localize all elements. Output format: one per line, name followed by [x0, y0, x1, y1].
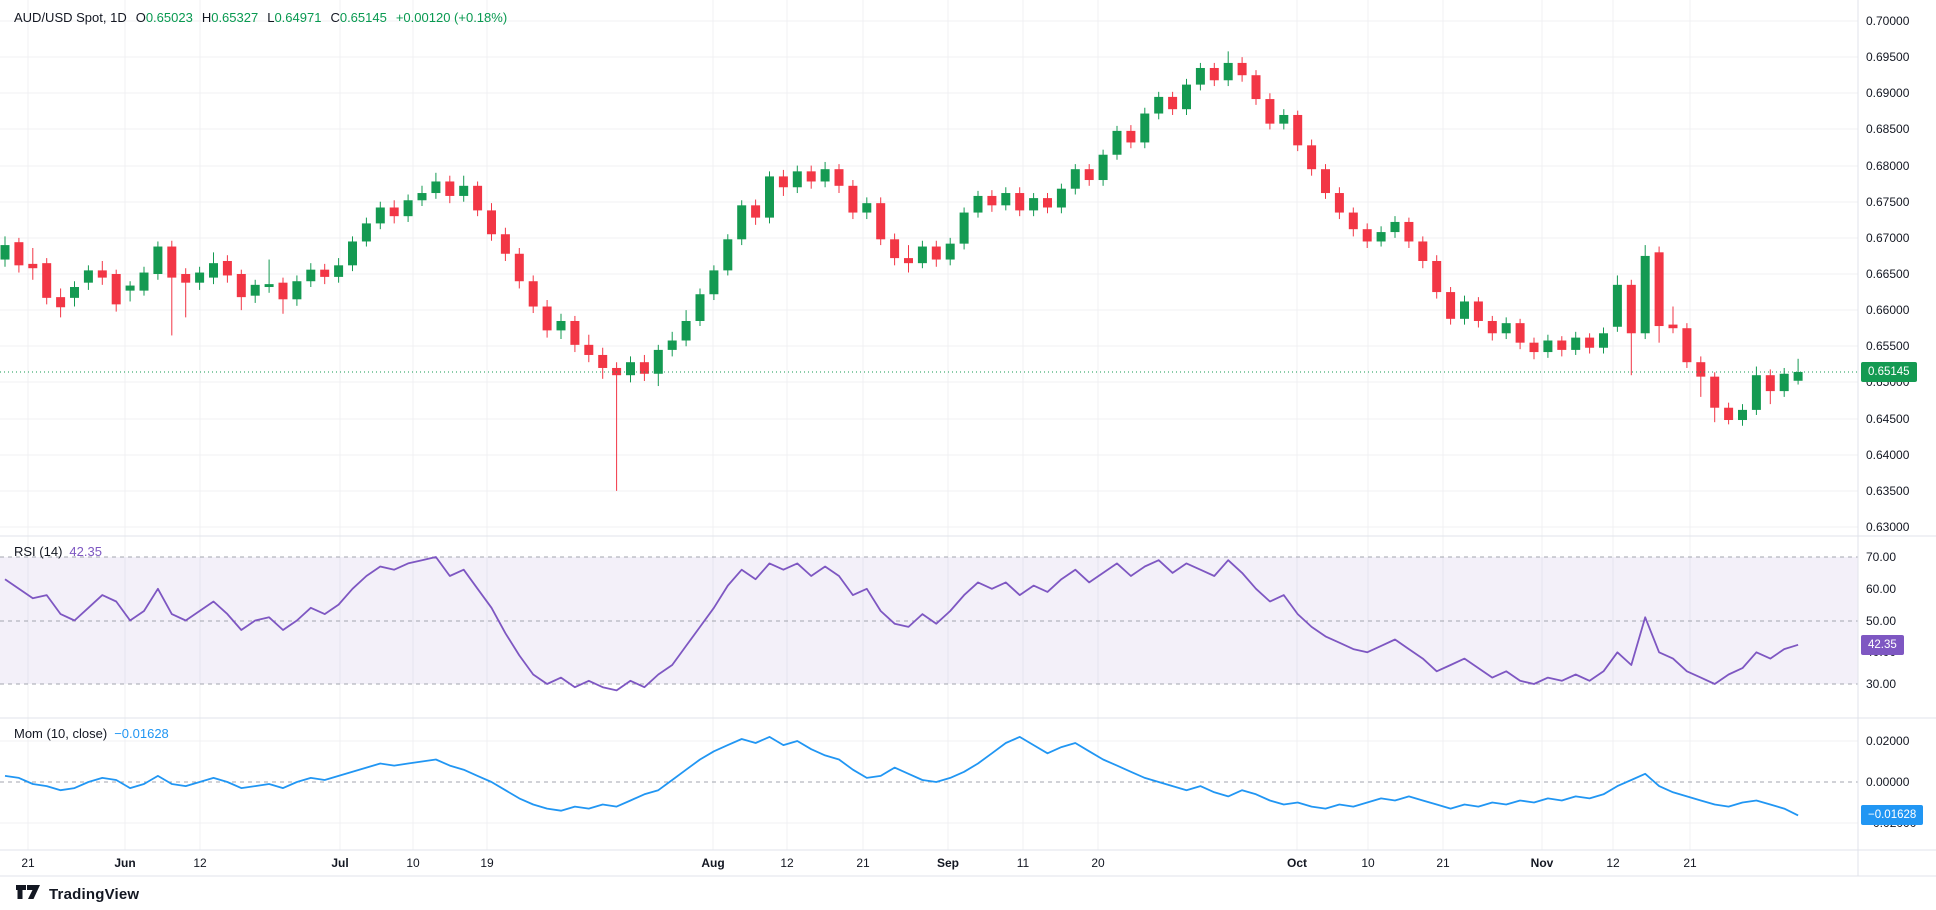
y-axis-label: 60.00: [1866, 581, 1897, 596]
y-axis-label: 0.64500: [1866, 411, 1910, 426]
rsi-legend-label: RSI (14): [14, 544, 63, 559]
candlestick-series: [0, 51, 1803, 491]
y-axis-label: 0.70000: [1866, 14, 1910, 28]
x-axis-label: 10: [1361, 856, 1375, 870]
ohlc-close: C0.65145: [330, 10, 387, 25]
x-axis-label: 19: [480, 856, 494, 870]
momentum-legend-value: −0.01628: [114, 726, 169, 741]
rsi-legend-value: 42.35: [69, 544, 102, 559]
momentum-value-badge: −0.01628: [1861, 805, 1924, 826]
ohlc-low: L0.64971: [267, 10, 322, 25]
y-axis-label: 0.66000: [1866, 303, 1910, 318]
y-axis-label: 0.65500: [1866, 339, 1910, 354]
y-axis-label: 0.69500: [1866, 50, 1910, 65]
y-axis-label: 0.00000: [1866, 775, 1910, 789]
momentum-legend: Mom (10, close) −0.01628: [14, 726, 169, 741]
rsi-value-badge: 42.35: [1861, 634, 1904, 655]
tradingview-logo-icon: [16, 885, 40, 899]
tradingview-attribution[interactable]: TradingView: [16, 884, 139, 904]
x-axis-label: 12: [1606, 856, 1620, 870]
x-axis-label: 12: [193, 856, 207, 870]
x-axis-label: Sep: [936, 856, 960, 870]
x-axis-label: Aug: [701, 856, 725, 870]
y-axis-label: 0.66500: [1866, 267, 1910, 281]
x-axis-label: 21: [856, 856, 870, 870]
y-axis-label: 70.00: [1866, 550, 1897, 564]
symbol-title: AUD/USD Spot, 1D: [14, 10, 127, 25]
x-axis-label: 12: [780, 856, 794, 870]
x-axis-label: 21: [1436, 856, 1450, 870]
y-axis-label: 0.02000: [1866, 734, 1910, 748]
x-axis-label: 11: [1016, 856, 1030, 870]
ohlc-high: H0.65327: [201, 10, 259, 25]
y-axis-label: 0.68000: [1866, 158, 1910, 173]
x-axis-label: 21: [1683, 856, 1697, 870]
rsi-line: [4, 556, 1799, 692]
rsi-legend: RSI (14) 42.35: [14, 544, 102, 559]
y-axis-label: 0.67500: [1866, 194, 1910, 209]
momentum-line: [4, 736, 1799, 817]
x-axis-label: Nov: [1530, 856, 1554, 870]
y-axis-label: 50.00: [1866, 613, 1897, 628]
x-axis-label: Jul: [331, 856, 349, 870]
y-axis-label: 0.67000: [1866, 230, 1910, 245]
y-axis-label: 0.63000: [1866, 520, 1910, 534]
x-axis-label: Jun: [114, 856, 136, 870]
y-axis-label: 0.68500: [1866, 122, 1910, 137]
y-axis-label: 0.69000: [1866, 86, 1910, 101]
x-axis-label: 20: [1091, 856, 1105, 870]
x-axis-label: 10: [406, 856, 420, 870]
y-axis-label: 0.63500: [1866, 483, 1910, 498]
x-axis-label: 21: [21, 856, 35, 870]
change-value: +0.00120 (+0.18%): [395, 10, 508, 25]
x-axis-label: Oct: [1286, 856, 1308, 870]
y-axis-label: 30.00: [1866, 677, 1897, 691]
y-axis-label: 0.64000: [1866, 447, 1910, 462]
ohlc-open: O0.65023: [135, 10, 193, 25]
last-price-badge: 0.65145: [1861, 361, 1917, 382]
momentum-legend-label: Mom (10, close): [14, 726, 108, 741]
tradingview-logo-text: TradingView: [49, 885, 140, 903]
symbol-legend: AUD/USD Spot, 1D O0.65023 H0.65327 L0.64…: [14, 10, 507, 25]
